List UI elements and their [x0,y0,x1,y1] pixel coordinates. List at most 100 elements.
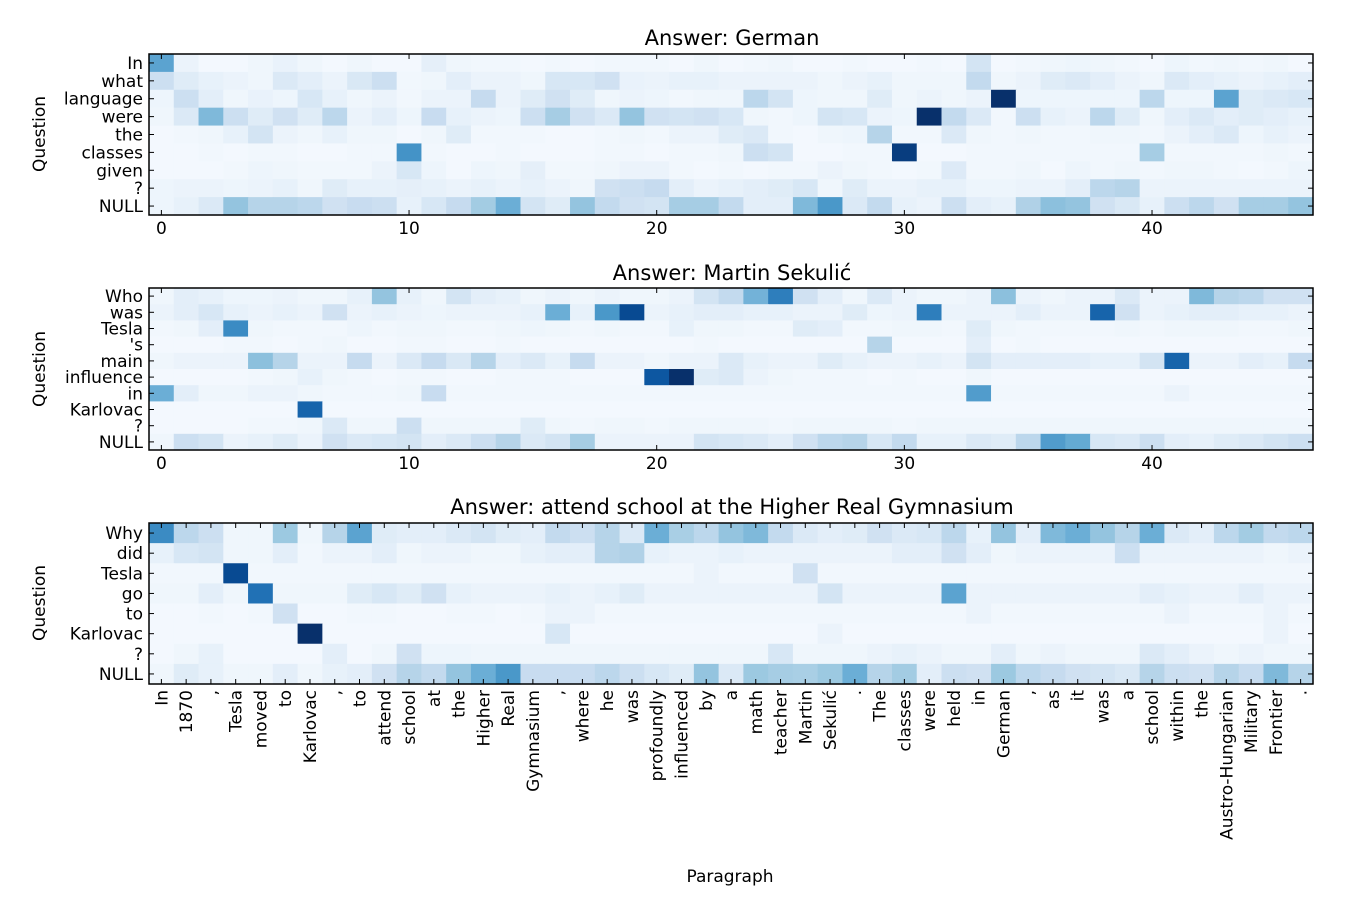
heatmap-cell [594,543,621,564]
heatmap-cell [669,143,695,162]
heatmap-cell [173,304,200,321]
heatmap-cell [867,161,893,180]
question-token-label: the [115,126,143,146]
heatmap-cell [520,603,546,625]
heatmap-cell [1213,320,1240,338]
heatmap-cell [396,161,423,180]
x-tick-label: 20 [646,454,668,474]
heatmap-cell [570,107,596,127]
heatmap-cell [470,523,497,544]
heatmap-cell [421,623,447,645]
panel-3-cells [149,523,1314,685]
heatmap-cell [916,197,943,216]
question-token-label: Karlovac [70,625,143,645]
heatmap-cell [1238,161,1265,180]
heatmap-cell [817,179,844,198]
paragraph-token-label: 1870 [177,690,197,733]
heatmap-cell [1263,401,1289,419]
heatmap-cell [619,352,645,370]
heatmap-cell [1040,107,1066,127]
heatmap-cell [495,401,522,419]
heatmap-cell [545,54,571,73]
heatmap-cell [941,523,967,544]
heatmap-cell [1213,197,1240,216]
heatmap-cell [1090,563,1116,584]
heatmap-cell [1288,663,1314,685]
heatmap-cell [248,179,274,198]
heatmap-cell [891,583,918,605]
heatmap-cell [223,417,249,435]
heatmap-cell [916,603,943,625]
heatmap-cell [792,89,819,109]
heatmap-cell [1040,143,1066,162]
heatmap-cell [718,143,744,162]
heatmap-cell [693,197,720,216]
heatmap-cell [520,417,546,435]
heatmap-cell [1263,643,1289,665]
heatmap-cell [1040,623,1066,645]
heatmap-cell [1238,336,1265,354]
heatmap-cell [149,288,175,305]
heatmap-cell [446,623,472,645]
heatmap-cell [248,352,274,370]
heatmap-cell [941,369,967,386]
heatmap-cell [545,320,571,338]
heatmap-cell [817,161,844,180]
heatmap-cell [1015,623,1042,645]
heatmap-cell [396,352,423,370]
heatmap-cell [669,320,695,338]
heatmap-cell [1213,543,1240,564]
heatmap-cell [272,563,299,584]
heatmap-cell [792,107,819,127]
heatmap-cell [347,54,373,73]
heatmap-cell [842,543,868,564]
heatmap-cell [570,543,596,564]
paragraph-token-label: was [1093,690,1113,723]
heatmap-cell [743,304,769,321]
heatmap-cell [966,197,992,216]
heatmap-cell [743,89,769,109]
paragraph-token-label: school [400,690,420,745]
heatmap-cell [396,179,423,198]
heatmap-cell [248,385,274,402]
heatmap-cell [718,417,744,435]
heatmap-cell [470,320,497,338]
heatmap-cell [693,663,720,685]
heatmap-cell [867,179,893,198]
heatmap-cell [743,320,769,338]
heatmap-cell [248,663,274,685]
heatmap-cell [1065,179,1091,198]
heatmap-cell [891,71,918,91]
heatmap-panel-3: Answer: attend school at the Higher Real… [30,495,1314,887]
heatmap-cell [693,623,720,645]
heatmap-cell [149,417,175,435]
heatmap-cell [1164,320,1190,338]
heatmap-cell [693,320,720,338]
heatmap-cell [867,288,893,305]
panel-2-title: Answer: Martin Sekulić [613,261,852,285]
heatmap-cell [916,89,943,109]
heatmap-cell [693,179,720,198]
heatmap-cell [966,663,992,685]
heatmap-cell [1263,161,1289,180]
paragraph-token-label: by [697,690,717,711]
heatmap-cell [371,320,398,338]
heatmap-cell [545,543,571,564]
heatmap-cell [743,369,769,386]
heatmap-cell [570,89,596,109]
heatmap-cell [916,563,943,584]
heatmap-cell [347,563,373,584]
heatmap-cell [644,385,670,402]
heatmap-cell [842,369,868,386]
heatmap-cell [768,288,794,305]
heatmap-cell [817,401,844,419]
heatmap-cell [792,179,819,198]
heatmap-cell [446,543,472,564]
heatmap-cell [1015,433,1042,451]
heatmap-cell [743,417,769,435]
heatmap-cell [619,663,645,685]
heatmap-cell [693,583,720,605]
heatmap-cell [1263,385,1289,402]
heatmap-cell [421,352,447,370]
heatmap-cell [644,563,670,584]
